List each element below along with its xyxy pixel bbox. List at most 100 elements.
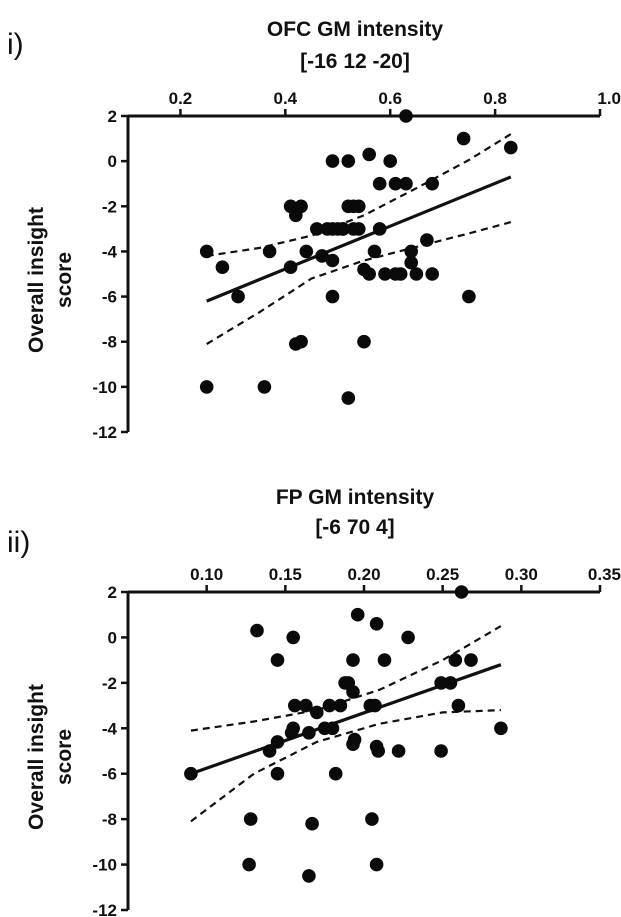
data-point xyxy=(262,744,277,758)
data-point xyxy=(404,244,419,259)
ci-upper-line xyxy=(206,133,512,257)
x-tick-label: 0.10 xyxy=(190,565,223,584)
y-tick-label: -12 xyxy=(92,901,117,917)
y-tick-label: -10 xyxy=(92,856,117,875)
panel-label: i) xyxy=(7,28,24,61)
chart-title-line: OFC GM intensity xyxy=(267,18,443,41)
data-point xyxy=(325,154,340,168)
data-point xyxy=(369,617,384,631)
x-tick-label: 0.30 xyxy=(505,565,538,584)
ci-lower-line xyxy=(206,221,512,345)
chart-title-line: [-16 12 -20] xyxy=(300,50,410,73)
data-point xyxy=(283,260,298,275)
x-tick-label: 0.35 xyxy=(588,565,621,584)
x-tick-label: 0.4 xyxy=(274,89,298,108)
data-point xyxy=(305,816,319,831)
y-tick-label: -8 xyxy=(102,333,117,352)
data-point xyxy=(399,109,413,123)
data-point xyxy=(310,222,324,236)
data-point xyxy=(369,857,384,872)
x-tick-label: 0.2 xyxy=(169,89,193,108)
data-point xyxy=(346,653,360,667)
data-point xyxy=(338,676,352,690)
data-point xyxy=(284,726,299,740)
y-tick-label: -4 xyxy=(102,719,118,738)
data-point xyxy=(289,208,303,223)
data-point xyxy=(352,222,366,236)
data-point xyxy=(199,380,214,394)
data-point xyxy=(299,698,313,713)
data-point xyxy=(289,337,303,351)
y-tick-label: -12 xyxy=(92,423,117,442)
x-tick-label: 0.20 xyxy=(347,565,380,584)
y-tick-label: -4 xyxy=(102,242,118,261)
x-tick-label: 0.6 xyxy=(378,89,402,108)
data-point xyxy=(409,267,424,281)
y-tick-label: 0 xyxy=(108,628,117,647)
y-tick-label: -2 xyxy=(102,674,117,693)
data-point xyxy=(393,267,408,281)
data-point xyxy=(504,140,518,155)
data-point xyxy=(434,744,448,758)
chart-title-line: [-6 70 4] xyxy=(315,516,394,539)
data-point xyxy=(434,676,448,690)
data-point xyxy=(420,233,434,247)
y-tick-label: 0 xyxy=(108,152,117,171)
data-point xyxy=(270,653,285,667)
data-point xyxy=(257,380,272,394)
data-point xyxy=(336,222,350,236)
y-axis-label-line: score xyxy=(53,729,76,785)
data-point xyxy=(243,812,258,826)
data-point xyxy=(377,653,392,667)
data-point xyxy=(270,766,285,781)
data-point xyxy=(425,176,440,191)
data-point xyxy=(250,623,264,638)
y-tick-label: -6 xyxy=(102,765,117,784)
data-point xyxy=(328,766,343,781)
x-tick-label: 0.15 xyxy=(269,565,302,584)
regression-line xyxy=(206,175,512,303)
data-point xyxy=(388,176,403,191)
data-point xyxy=(404,255,419,270)
data-point xyxy=(231,289,245,304)
data-point xyxy=(362,267,377,281)
data-point xyxy=(443,676,458,690)
data-point xyxy=(325,253,340,268)
data-point xyxy=(299,244,314,259)
data-point xyxy=(346,685,360,699)
panel-label: ii) xyxy=(7,526,30,559)
data-point xyxy=(215,260,230,275)
data-point xyxy=(399,176,413,191)
data-point xyxy=(184,766,198,781)
data-point xyxy=(288,698,302,713)
scatter-panel-fp: ii) FP GM intensity [-6 70 4] Overall insig… xyxy=(7,486,621,917)
scatter-panel-ofc: i) OFC GM intensity [-16 12 -20] Overall in… xyxy=(7,18,621,442)
y-tick-label: -10 xyxy=(92,378,117,397)
y-axis-label-line: Overall insight xyxy=(25,684,48,830)
data-point xyxy=(454,585,469,599)
y-tick-label: -6 xyxy=(102,288,117,307)
data-point xyxy=(341,391,356,405)
data-point xyxy=(242,857,256,872)
data-point xyxy=(371,744,386,758)
data-point xyxy=(325,721,340,736)
data-point xyxy=(372,176,387,191)
data-point xyxy=(401,630,415,645)
y-axis-label-line: score xyxy=(53,252,76,308)
x-tick-label: 1.0 xyxy=(597,89,621,108)
data-point xyxy=(368,698,382,713)
data-point xyxy=(464,653,478,667)
data-point xyxy=(341,154,356,168)
data-point xyxy=(325,289,340,304)
data-point xyxy=(302,726,316,740)
data-point xyxy=(357,334,371,349)
data-point xyxy=(448,653,463,667)
data-point xyxy=(199,244,214,259)
y-axis-label-line: Overall insight xyxy=(25,207,48,353)
data-point xyxy=(372,222,387,236)
data-point xyxy=(347,732,362,747)
data-point xyxy=(270,735,285,749)
data-point xyxy=(302,869,316,883)
data-point xyxy=(350,607,365,622)
